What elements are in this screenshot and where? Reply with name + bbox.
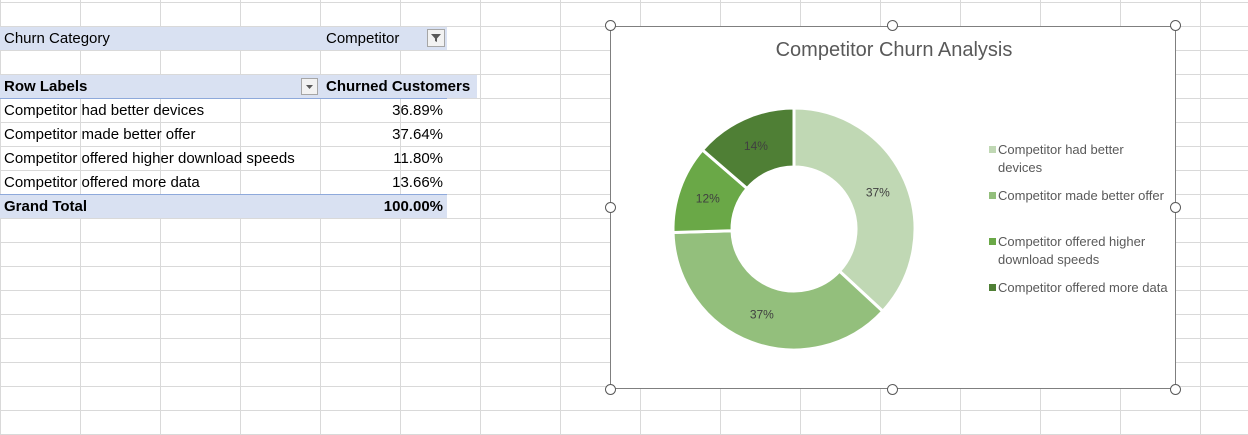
row-value[interactable]: 36.89%	[392, 102, 443, 119]
row-labels-dropdown-button[interactable]	[301, 78, 318, 95]
legend-label: Competitor made better offer	[998, 188, 1164, 203]
donut-chart[interactable]: Competitor Churn Analysis 37% 37% 12% 14% C…	[610, 26, 1176, 389]
grand-total-value[interactable]: 100.00%	[322, 195, 447, 218]
chevron-down-icon	[306, 84, 313, 89]
total-divider	[0, 194, 447, 195]
slice-data-label: 14%	[744, 139, 768, 153]
chart-title[interactable]: Competitor Churn Analysis	[775, 39, 1013, 61]
resize-handle-top-right[interactable]	[1170, 20, 1181, 31]
donut-slice[interactable]	[792, 106, 917, 314]
donut-slice[interactable]	[671, 229, 885, 352]
filter-label-cell[interactable]: Churn Category	[0, 27, 322, 50]
slice-data-label: 37%	[866, 185, 890, 199]
resize-handle-right[interactable]	[1170, 202, 1181, 213]
header-divider	[0, 98, 447, 99]
slice-data-label: 12%	[696, 191, 720, 205]
resize-handle-bottom[interactable]	[887, 384, 898, 395]
row-labels-header[interactable]: Row Labels	[0, 75, 322, 98]
resize-handle-left[interactable]	[605, 202, 616, 213]
resize-handle-top-left[interactable]	[605, 20, 616, 31]
legend-swatch	[989, 192, 996, 199]
row-label[interactable]: Competitor offered higher download speed…	[4, 150, 295, 167]
row-value[interactable]: 13.66%	[392, 174, 443, 191]
filter-icon	[431, 34, 441, 42]
row-label[interactable]: Competitor offered more data	[4, 174, 200, 191]
value-header[interactable]: Churned Customers	[322, 75, 477, 98]
legend-swatch	[989, 238, 996, 245]
row-label[interactable]: Competitor made better offer	[4, 126, 196, 143]
grand-total-label[interactable]: Grand Total	[0, 195, 322, 218]
legend-swatch	[989, 146, 996, 153]
resize-handle-bottom-left[interactable]	[605, 384, 616, 395]
legend-label: Competitor offered higher download speed…	[998, 234, 1146, 267]
filter-dropdown-button[interactable]	[427, 29, 445, 47]
legend-label: Competitor offered more data	[998, 280, 1168, 295]
row-value[interactable]: 11.80%	[393, 150, 443, 167]
row-label[interactable]: Competitor had better devices	[4, 102, 205, 119]
resize-handle-bottom-right[interactable]	[1170, 384, 1181, 395]
resize-handle-top[interactable]	[887, 20, 898, 31]
donut-slice[interactable]	[700, 106, 796, 191]
filter-value-cell[interactable]: Competitor	[322, 27, 447, 50]
legend-swatch	[989, 284, 996, 291]
slice-data-label: 37%	[750, 308, 774, 322]
legend-label: Competitor had better devices	[998, 142, 1124, 175]
donut-svg: 37% 37% 12% 14%	[671, 106, 917, 352]
row-value[interactable]: 37.64%	[392, 126, 443, 143]
